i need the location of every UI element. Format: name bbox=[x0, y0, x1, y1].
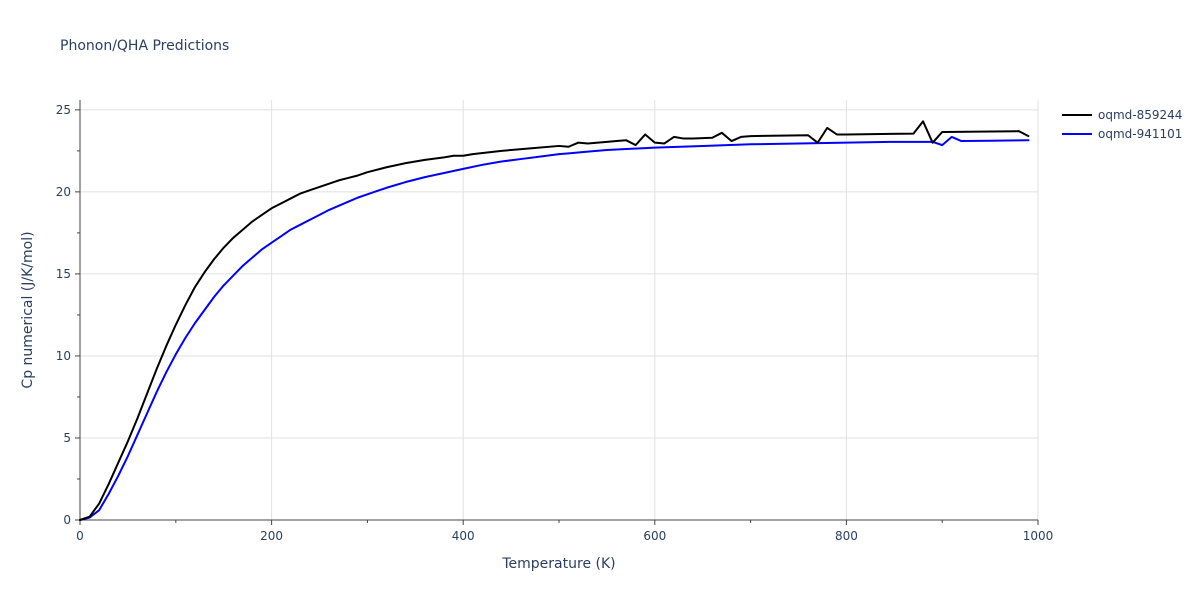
series-lines bbox=[79, 120, 1030, 521]
tick-labels: 0 200 400 600 800 1000 0 5 10 15 20 25 bbox=[56, 103, 1054, 543]
gridlines bbox=[80, 100, 1039, 520]
axes bbox=[75, 100, 1039, 525]
y-tick-label: 25 bbox=[56, 103, 71, 117]
chart-title: Phonon/QHA Predictions bbox=[60, 38, 229, 54]
series-line-oqmd-859244[interactable] bbox=[79, 120, 1030, 521]
legend-label: oqmd-859244 bbox=[1098, 108, 1182, 122]
x-tick-label: 600 bbox=[643, 529, 666, 543]
x-tick-label: 1000 bbox=[1023, 529, 1054, 543]
x-axis-title: Temperature (K) bbox=[501, 556, 615, 572]
y-tick-label: 0 bbox=[63, 513, 71, 527]
x-tick-label: 0 bbox=[76, 529, 84, 543]
y-tick-label: 5 bbox=[63, 431, 71, 445]
legend-item-2[interactable]: oqmd-941101 bbox=[1062, 127, 1182, 141]
y-tick-label: 10 bbox=[56, 349, 71, 363]
legend-item-1[interactable]: oqmd-859244 bbox=[1062, 108, 1182, 122]
x-tick-label: 800 bbox=[835, 529, 858, 543]
legend-label: oqmd-941101 bbox=[1098, 127, 1182, 141]
y-tick-label: 15 bbox=[56, 267, 71, 281]
y-axis-title: Cp numerical (J/K/mol) bbox=[20, 231, 36, 388]
x-tick-label: 400 bbox=[452, 529, 475, 543]
legend[interactable]: oqmd-859244 oqmd-941101 bbox=[1062, 108, 1182, 141]
x-tick-label: 200 bbox=[260, 529, 283, 543]
series-line-oqmd-941101[interactable] bbox=[79, 135, 1030, 521]
y-tick-label: 20 bbox=[56, 185, 71, 199]
